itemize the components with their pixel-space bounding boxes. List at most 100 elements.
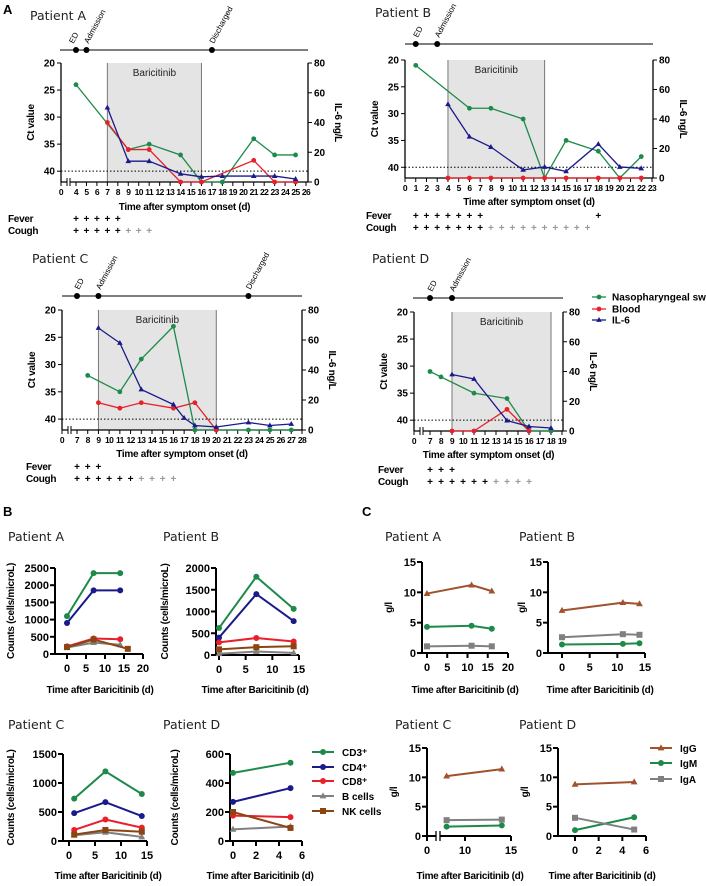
chart-title: Patient C: [395, 717, 451, 732]
x-tick-label: 22: [260, 187, 269, 197]
symptom-mark-mild: +: [504, 477, 510, 488]
data-point: [563, 168, 569, 174]
y-tick-label: 30: [44, 113, 56, 124]
y-axis-label: Ct value: [27, 351, 38, 388]
symptom-label: Fever: [366, 211, 392, 222]
symptom-mark: +: [73, 214, 79, 225]
y-tick-label: 25: [397, 335, 409, 346]
symptom-mark: +: [438, 465, 444, 476]
event-label: Admission: [433, 2, 458, 39]
y-axis-label: Counts (cells/microL): [6, 750, 17, 846]
x-tick-label: 13: [137, 435, 146, 445]
y-tick-label: 5: [415, 802, 421, 814]
data-point: [252, 647, 260, 654]
data-point: [595, 148, 601, 154]
symptom-mark: +: [471, 477, 477, 488]
x-tick-label: 17: [208, 187, 217, 197]
data-point: [138, 356, 144, 362]
data-point: [443, 823, 450, 830]
symptom-mark: +: [73, 226, 79, 237]
data-point: [198, 173, 205, 179]
data-point: [71, 795, 78, 802]
y-tick-label: 0: [536, 648, 542, 660]
x-tick-label: 28: [298, 435, 307, 445]
x-tick-label: 26: [276, 435, 285, 445]
chart-title: Patient B: [375, 5, 431, 20]
symptom-label: Fever: [378, 465, 404, 476]
symptom-mark: +: [104, 214, 110, 225]
cell-count-chart-patient-c: Patient C 0 500 1000 1500 0 5 10 15 Time after Ba…: [6, 717, 162, 882]
x-tick-label: 10: [99, 663, 111, 675]
x-tick-label: 2: [253, 850, 259, 862]
x-axis-label: Time after symptom onset (d): [463, 197, 594, 208]
x-tick-label: 5: [587, 662, 593, 674]
x-tick-label: 0: [424, 845, 430, 857]
data-point: [219, 179, 225, 185]
data-point: [272, 152, 278, 158]
x-axis-label: Time after symptom onset (d): [116, 449, 247, 460]
event-label: ED: [412, 25, 425, 39]
immunoglobulin-chart-patient-d: Patient D 0 5 10 15 0 2 4 6 Time after Baricitini…: [519, 717, 697, 882]
x-tick-label: 0: [59, 187, 64, 197]
x-tick-label: 6: [299, 850, 305, 862]
data-point: [571, 780, 579, 787]
y-tick-label: 1000: [186, 607, 210, 619]
y-tick-label: 35: [397, 389, 409, 400]
data-point: [230, 809, 236, 815]
x-tick-label: 22: [234, 435, 243, 445]
symptom-mark: +: [96, 474, 102, 485]
data-point: [293, 152, 298, 158]
data-point: [488, 175, 494, 181]
y-tick-label: 500: [192, 628, 210, 640]
data-point: [64, 620, 70, 627]
x-tick-label: 12: [481, 436, 490, 446]
y-tick-label: 500: [31, 632, 49, 644]
y2-tick-label: 80: [314, 59, 326, 70]
y-tick-label: 0: [546, 831, 552, 843]
data-point: [504, 417, 510, 423]
x-tick-label: 0: [60, 435, 65, 445]
data-point: [488, 643, 495, 650]
x-tick-label: 5: [243, 664, 249, 676]
data-point: [216, 625, 222, 632]
y2-tick-label: 20: [659, 144, 671, 155]
event-dot: [73, 47, 79, 53]
x-axis-label: Time after Baricitinib (d): [46, 685, 153, 696]
y-tick-label: 400: [206, 778, 224, 790]
data-point: [504, 396, 510, 401]
y-tick-label: 30: [388, 109, 400, 120]
symptom-mark-mild: +: [520, 223, 526, 234]
data-point: [498, 822, 505, 829]
data-point: [488, 144, 494, 149]
symptom-mark-mild: +: [136, 226, 142, 237]
data-point: [424, 643, 430, 650]
data-point: [250, 173, 257, 178]
data-point: [246, 427, 251, 433]
symptom-mark-mild: +: [563, 223, 569, 234]
x-tick-label: 19: [229, 187, 238, 197]
legend-marker: [320, 778, 326, 784]
event-dot: [434, 41, 441, 47]
chart-title: Patient A: [8, 529, 64, 544]
symptom-mark: +: [94, 214, 100, 225]
x-tick-label: 0: [66, 850, 72, 862]
y-axis-label: Ct value: [370, 100, 381, 137]
data-point: [90, 570, 97, 577]
data-point: [449, 428, 455, 434]
x-tick-label: 20: [212, 435, 221, 445]
y-tick-label: 0: [43, 649, 49, 661]
y-tick-label: 2500: [25, 563, 49, 575]
x-tick-label: 26: [302, 187, 311, 197]
y-tick-label: 40: [45, 415, 57, 426]
series-line-igg: [446, 768, 502, 778]
x-tick-label: 10: [105, 435, 114, 445]
symptom-mark: +: [438, 477, 444, 488]
x-tick-label: 8: [439, 436, 444, 446]
x-tick-label: 16: [573, 183, 582, 193]
symptom-mark-mild: +: [509, 223, 515, 234]
cell-count-chart-patient-b: Patient B 0 500 1000 1500 2000 0 5 10 15 Time afte…: [160, 529, 309, 696]
series-line-igg: [561, 601, 640, 612]
series-line-iga: [446, 818, 502, 822]
y-tick-label: 35: [388, 136, 400, 147]
data-point: [267, 427, 273, 433]
